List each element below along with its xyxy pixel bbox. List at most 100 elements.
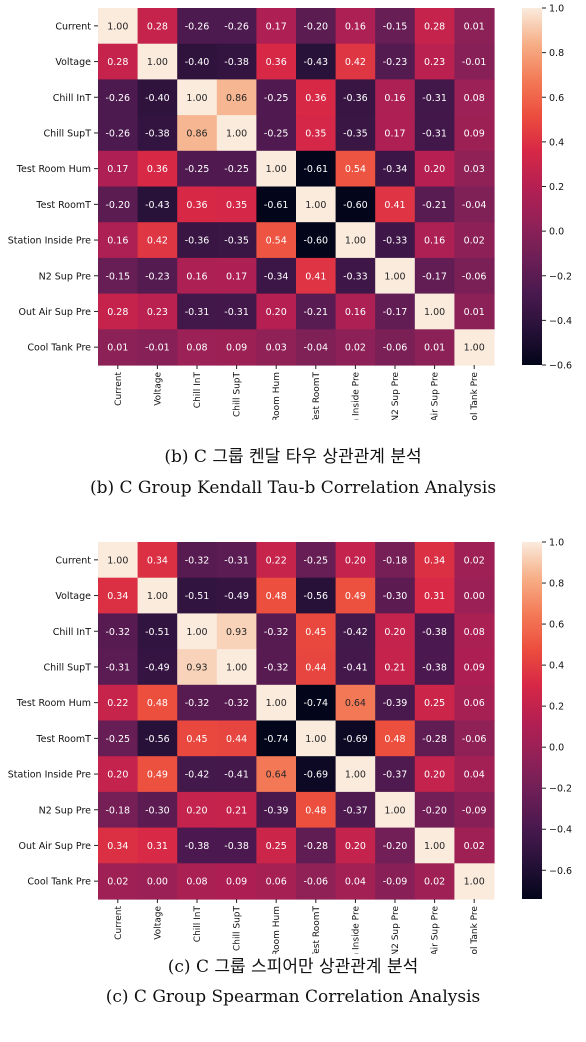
heatmap-cell bbox=[137, 329, 178, 366]
heatmap-cell bbox=[454, 542, 495, 579]
cell-value-label: -0.18 bbox=[106, 805, 131, 816]
cell-value-label: -0.06 bbox=[304, 877, 329, 888]
heatmap-cell bbox=[98, 186, 139, 223]
heatmap-cell bbox=[414, 43, 455, 80]
cell-value-label: 0.34 bbox=[107, 841, 128, 852]
heatmap-cell bbox=[296, 684, 337, 722]
heatmap-cell bbox=[177, 115, 218, 152]
cell-value-label: -0.31 bbox=[224, 307, 249, 318]
cell-value-label: 1.00 bbox=[226, 128, 247, 139]
heatmap-cell bbox=[454, 115, 495, 152]
y-tick-label: Chill SupT bbox=[44, 128, 92, 139]
cell-value-label: -0.17 bbox=[383, 307, 408, 318]
heatmap-cell bbox=[454, 150, 495, 188]
cell-value-label: 0.28 bbox=[107, 57, 128, 68]
cell-value-label: -0.28 bbox=[422, 734, 447, 745]
cell-value-label: 0.03 bbox=[464, 164, 485, 175]
heatmap-cell bbox=[296, 8, 337, 45]
cell-value-label: 0.28 bbox=[147, 21, 168, 32]
cell-value-label: 0.16 bbox=[424, 236, 445, 247]
heatmap-cell bbox=[137, 649, 178, 686]
heatmap-cell bbox=[414, 329, 455, 366]
heatmap-cell bbox=[335, 649, 376, 686]
cell-value-label: -0.69 bbox=[304, 770, 329, 781]
cell-value-label: 0.20 bbox=[384, 627, 405, 638]
heatmap-cell bbox=[335, 222, 376, 259]
cell-value-label: 0.86 bbox=[226, 93, 247, 104]
heatmap-cell bbox=[335, 720, 376, 757]
heatmap-cell bbox=[177, 79, 218, 116]
heatmap-cell bbox=[454, 293, 495, 330]
cell-value-label: 0.22 bbox=[266, 555, 287, 566]
x-tick-label: Test RoomT bbox=[312, 906, 322, 954]
cell-value-label: -0.60 bbox=[304, 236, 329, 247]
cell-value-label: 0.42 bbox=[345, 57, 366, 68]
cell-value-label: 0.25 bbox=[424, 698, 445, 709]
heatmap-cell bbox=[177, 542, 218, 579]
cell-value-label: 0.02 bbox=[464, 555, 485, 566]
heatmap-cell bbox=[414, 150, 455, 188]
cell-value-label: 0.31 bbox=[147, 841, 168, 852]
cell-value-label: -0.25 bbox=[185, 164, 210, 175]
heatmap-cell bbox=[256, 293, 297, 330]
y-tick-label: Voltage bbox=[55, 57, 91, 68]
cell-value-label: 1.00 bbox=[147, 591, 168, 602]
heatmap-cell bbox=[256, 542, 297, 579]
cell-value-label: -0.41 bbox=[224, 770, 249, 781]
cell-value-label: 0.41 bbox=[384, 200, 405, 211]
heatmap-cell bbox=[216, 8, 257, 45]
heatmap-cell bbox=[98, 115, 139, 152]
cell-value-label: 0.48 bbox=[266, 591, 287, 602]
heatmap-cell bbox=[216, 684, 257, 722]
heatmap-cell bbox=[216, 186, 257, 223]
cell-value-label: 0.17 bbox=[226, 271, 247, 282]
heatmap-cell bbox=[296, 186, 337, 223]
heatmap-cell bbox=[296, 863, 337, 900]
kendall-caption-korean: (b) C 그룹 켄달 타우 상관관계 분석 bbox=[164, 447, 422, 467]
heatmap-cell bbox=[296, 257, 337, 295]
cell-value-label: 1.00 bbox=[384, 805, 405, 816]
cell-value-label: 0.54 bbox=[266, 236, 287, 247]
cell-value-label: 0.54 bbox=[345, 164, 366, 175]
heatmap-cell bbox=[256, 827, 297, 864]
cell-value-label: -0.61 bbox=[264, 200, 289, 211]
cell-value-label: -0.33 bbox=[383, 236, 408, 247]
x-tick-label: Station Inside Pre bbox=[351, 372, 361, 420]
cell-value-label: 0.08 bbox=[464, 93, 485, 104]
cell-value-label: -0.36 bbox=[343, 93, 368, 104]
cell-value-label: -0.38 bbox=[224, 57, 249, 68]
heatmap-cell bbox=[414, 720, 455, 757]
heatmap-cell bbox=[256, 115, 297, 152]
cell-value-label: -0.56 bbox=[304, 591, 329, 602]
heatmap-cell bbox=[335, 791, 376, 829]
heatmap-cell bbox=[454, 222, 495, 259]
heatmap-cell bbox=[335, 827, 376, 864]
cell-value-label: 0.25 bbox=[266, 841, 287, 852]
colorbar-tick-label: −0.2 bbox=[549, 271, 572, 282]
cell-value-label: 1.00 bbox=[345, 770, 366, 781]
heatmap-cell bbox=[375, 8, 416, 45]
heatmap-cell bbox=[177, 222, 218, 259]
heatmap-cell bbox=[177, 186, 218, 223]
cell-value-label: -0.43 bbox=[145, 200, 170, 211]
cell-value-label: -0.28 bbox=[304, 841, 329, 852]
x-tick-label: Chill SupT bbox=[233, 372, 243, 417]
cell-value-label: -0.31 bbox=[422, 128, 447, 139]
cell-value-label: 0.16 bbox=[345, 307, 366, 318]
y-tick-label: Station Inside Pre bbox=[8, 236, 91, 247]
cell-value-label: 0.00 bbox=[147, 877, 168, 888]
cell-value-label: 0.02 bbox=[464, 841, 485, 852]
heatmap-cell bbox=[414, 684, 455, 722]
heatmap-cell bbox=[98, 791, 139, 829]
heatmap-cell bbox=[335, 684, 376, 722]
cell-value-label: 1.00 bbox=[464, 343, 485, 354]
heatmap-cell bbox=[256, 43, 297, 80]
heatmap-cell bbox=[216, 827, 257, 864]
x-tick-label: Chill InT bbox=[193, 906, 203, 943]
cell-value-label: 0.34 bbox=[147, 555, 168, 566]
cell-value-label: 0.17 bbox=[107, 164, 128, 175]
cell-value-label: 0.93 bbox=[186, 662, 207, 673]
cell-value-label: -0.18 bbox=[383, 555, 408, 566]
x-tick-label: Station Inside Pre bbox=[351, 906, 361, 954]
cell-value-label: -0.06 bbox=[462, 734, 487, 745]
